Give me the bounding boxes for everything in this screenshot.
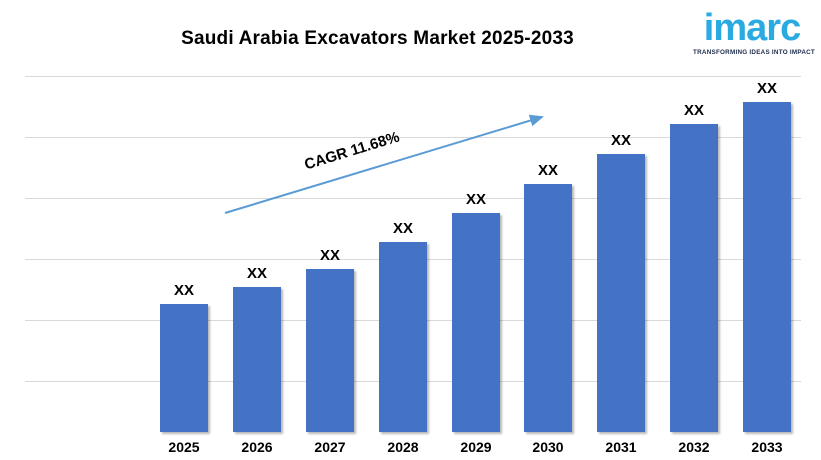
- bar: [306, 269, 354, 432]
- x-axis-label: 2033: [751, 439, 783, 455]
- bar: [233, 287, 281, 432]
- bar-value-label: XX: [319, 247, 340, 264]
- x-axis-label: 2032: [678, 439, 710, 455]
- bar-group-2028: XX 2028: [379, 220, 427, 455]
- bar-group-2025: XX 2025: [160, 282, 208, 455]
- cagr-annotation: CAGR 11.68%: [302, 128, 402, 174]
- x-axis-label: 2031: [605, 439, 637, 455]
- bar: [670, 124, 718, 432]
- bar-group-2027: XX 2027: [306, 247, 354, 455]
- x-axis-label: 2026: [241, 439, 273, 455]
- x-axis-label: 2029: [460, 439, 492, 455]
- bar-value-label: XX: [465, 191, 486, 209]
- bar-group-2033: XX 2033: [743, 80, 791, 455]
- gridline: [25, 76, 801, 77]
- x-axis-label: 2028: [387, 439, 419, 455]
- bar-value-label: XX: [392, 219, 413, 237]
- bar-value-label: XX: [173, 281, 194, 299]
- bar: [597, 154, 645, 432]
- x-axis-label: 2025: [168, 439, 200, 455]
- bar: [379, 241, 427, 432]
- bar-group-2031: XX 2031: [597, 132, 645, 455]
- x-axis-label: 2027: [314, 439, 346, 455]
- bar-group-2029: XX 2029: [452, 191, 500, 455]
- bar-group-2026: XX 2026: [233, 265, 281, 455]
- bar-group-2030: XX 2030: [524, 162, 572, 455]
- bar: [452, 213, 500, 432]
- bar-group-2032: XX 2032: [670, 102, 718, 455]
- bar: [524, 183, 572, 432]
- bar-value-label: XX: [246, 265, 267, 283]
- x-axis-label: 2030: [532, 439, 564, 455]
- bar-value-label: XX: [756, 80, 777, 97]
- imarc-logo: imarc TRANSFORMING IDEAS INTO IMPACT: [693, 7, 816, 57]
- bar-value-label: XX: [610, 132, 631, 149]
- imarc-logo-tagline: TRANSFORMING IDEAS INTO IMPACT: [693, 49, 816, 56]
- bar-value-label: XX: [537, 161, 558, 179]
- bar: [160, 303, 208, 432]
- chart-title: Saudi Arabia Excavators Market 2025-2033: [181, 28, 574, 49]
- imarc-logo-wordmark: imarc: [703, 7, 801, 49]
- bar: [743, 102, 791, 432]
- bar-value-label: XX: [683, 102, 704, 120]
